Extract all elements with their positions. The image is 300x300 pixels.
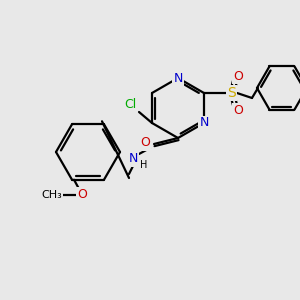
Text: O: O — [233, 103, 243, 116]
Text: N: N — [128, 152, 138, 166]
Text: O: O — [77, 188, 87, 201]
Text: Cl: Cl — [124, 98, 136, 112]
Text: N: N — [199, 116, 209, 130]
Text: N: N — [173, 71, 183, 85]
Text: H: H — [140, 160, 148, 170]
Text: O: O — [140, 136, 150, 149]
Text: O: O — [233, 70, 243, 83]
Text: CH₃: CH₃ — [42, 190, 62, 200]
Text: S: S — [228, 86, 236, 100]
